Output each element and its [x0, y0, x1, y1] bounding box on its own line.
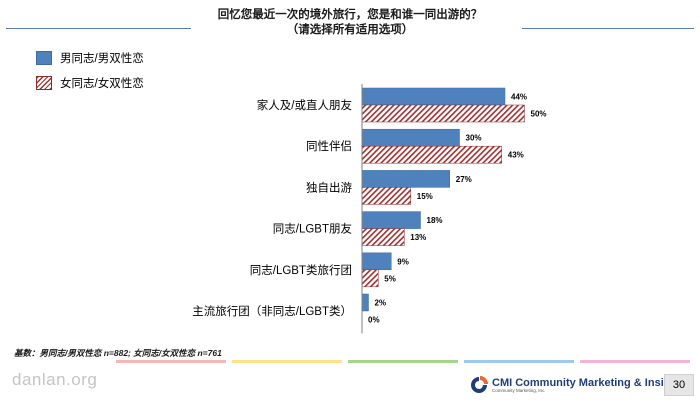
page-number: 30	[664, 374, 694, 396]
data-label: 0%	[368, 316, 380, 325]
category-label: 同志/LGBT朋友	[273, 222, 353, 236]
legend-label: 女同志/女双性恋	[60, 78, 144, 90]
bar-lesbian-bi-women	[361, 104, 525, 123]
legend-item-lesbian-bi-women: 女同志/女双性恋	[36, 73, 144, 93]
bar-lesbian-bi-women	[361, 269, 379, 288]
category-label: 同性伴侣	[306, 139, 352, 153]
category-label: 同志/LGBT类旅行团	[250, 263, 352, 277]
category-label: 独自出游	[306, 180, 352, 194]
cmi-logo-icon	[470, 376, 488, 394]
cmi-logo: CMI Community Marketing & Insights Commu…	[470, 376, 687, 394]
title-rule-left	[6, 28, 191, 29]
legend: 男同志/男双性恋 女同志/女双性恋	[36, 48, 144, 98]
category-label: 家人及/或直人朋友	[257, 98, 353, 112]
data-label: 27%	[456, 175, 472, 184]
watermark: danlan.org	[12, 370, 98, 389]
data-label: 43%	[508, 151, 524, 160]
chart-title: 回忆您最近一次的境外旅行，您是和谁一同出游的？ （请选择所有适用选项）	[0, 8, 700, 38]
category-label: 主流旅行团（非同志/LGBT类）	[192, 304, 352, 318]
bar-gay-bi-men	[361, 87, 506, 106]
legend-label: 男同志/男双性恋	[60, 53, 144, 65]
data-label: 13%	[410, 233, 426, 242]
bar-gay-bi-men	[361, 211, 421, 229]
data-label: 9%	[397, 257, 409, 266]
color-strip	[116, 360, 690, 363]
data-label: 18%	[427, 216, 443, 225]
title-line-2: （请选择所有适用选项）	[286, 24, 414, 36]
bar-lesbian-bi-women	[361, 187, 411, 205]
data-label: 15%	[417, 192, 433, 201]
bar-gay-bi-men	[361, 252, 392, 271]
bar-gay-bi-men	[361, 293, 369, 312]
logo-abbrev: CMI	[492, 377, 513, 389]
data-label: 30%	[466, 134, 482, 143]
logo-subtitle: Community Marketing, Inc.	[492, 388, 546, 393]
data-label: 5%	[384, 274, 396, 283]
legend-item-gay-bi-men: 男同志/男双性恋	[36, 48, 144, 68]
bar-lesbian-bi-women	[361, 145, 502, 164]
title-line-1: 回忆您最近一次的境外旅行，您是和谁一同出游的？	[217, 9, 483, 21]
legend-swatch-solid	[36, 51, 52, 65]
bar-gay-bi-men	[361, 128, 460, 147]
data-label: 50%	[531, 110, 547, 119]
logo-full-name: Community Marketing & Insights	[515, 377, 687, 389]
title-rule-right	[522, 28, 694, 29]
legend-swatch-hatch	[36, 76, 52, 90]
bar-lesbian-bi-women	[361, 228, 405, 246]
data-label: 44%	[511, 93, 527, 102]
base-footnote: 基数：男同志/男双性恋 n=882; 女同志/女双性恋 n=761	[14, 348, 222, 358]
data-label: 2%	[375, 299, 387, 308]
bar-gay-bi-men	[361, 170, 450, 188]
